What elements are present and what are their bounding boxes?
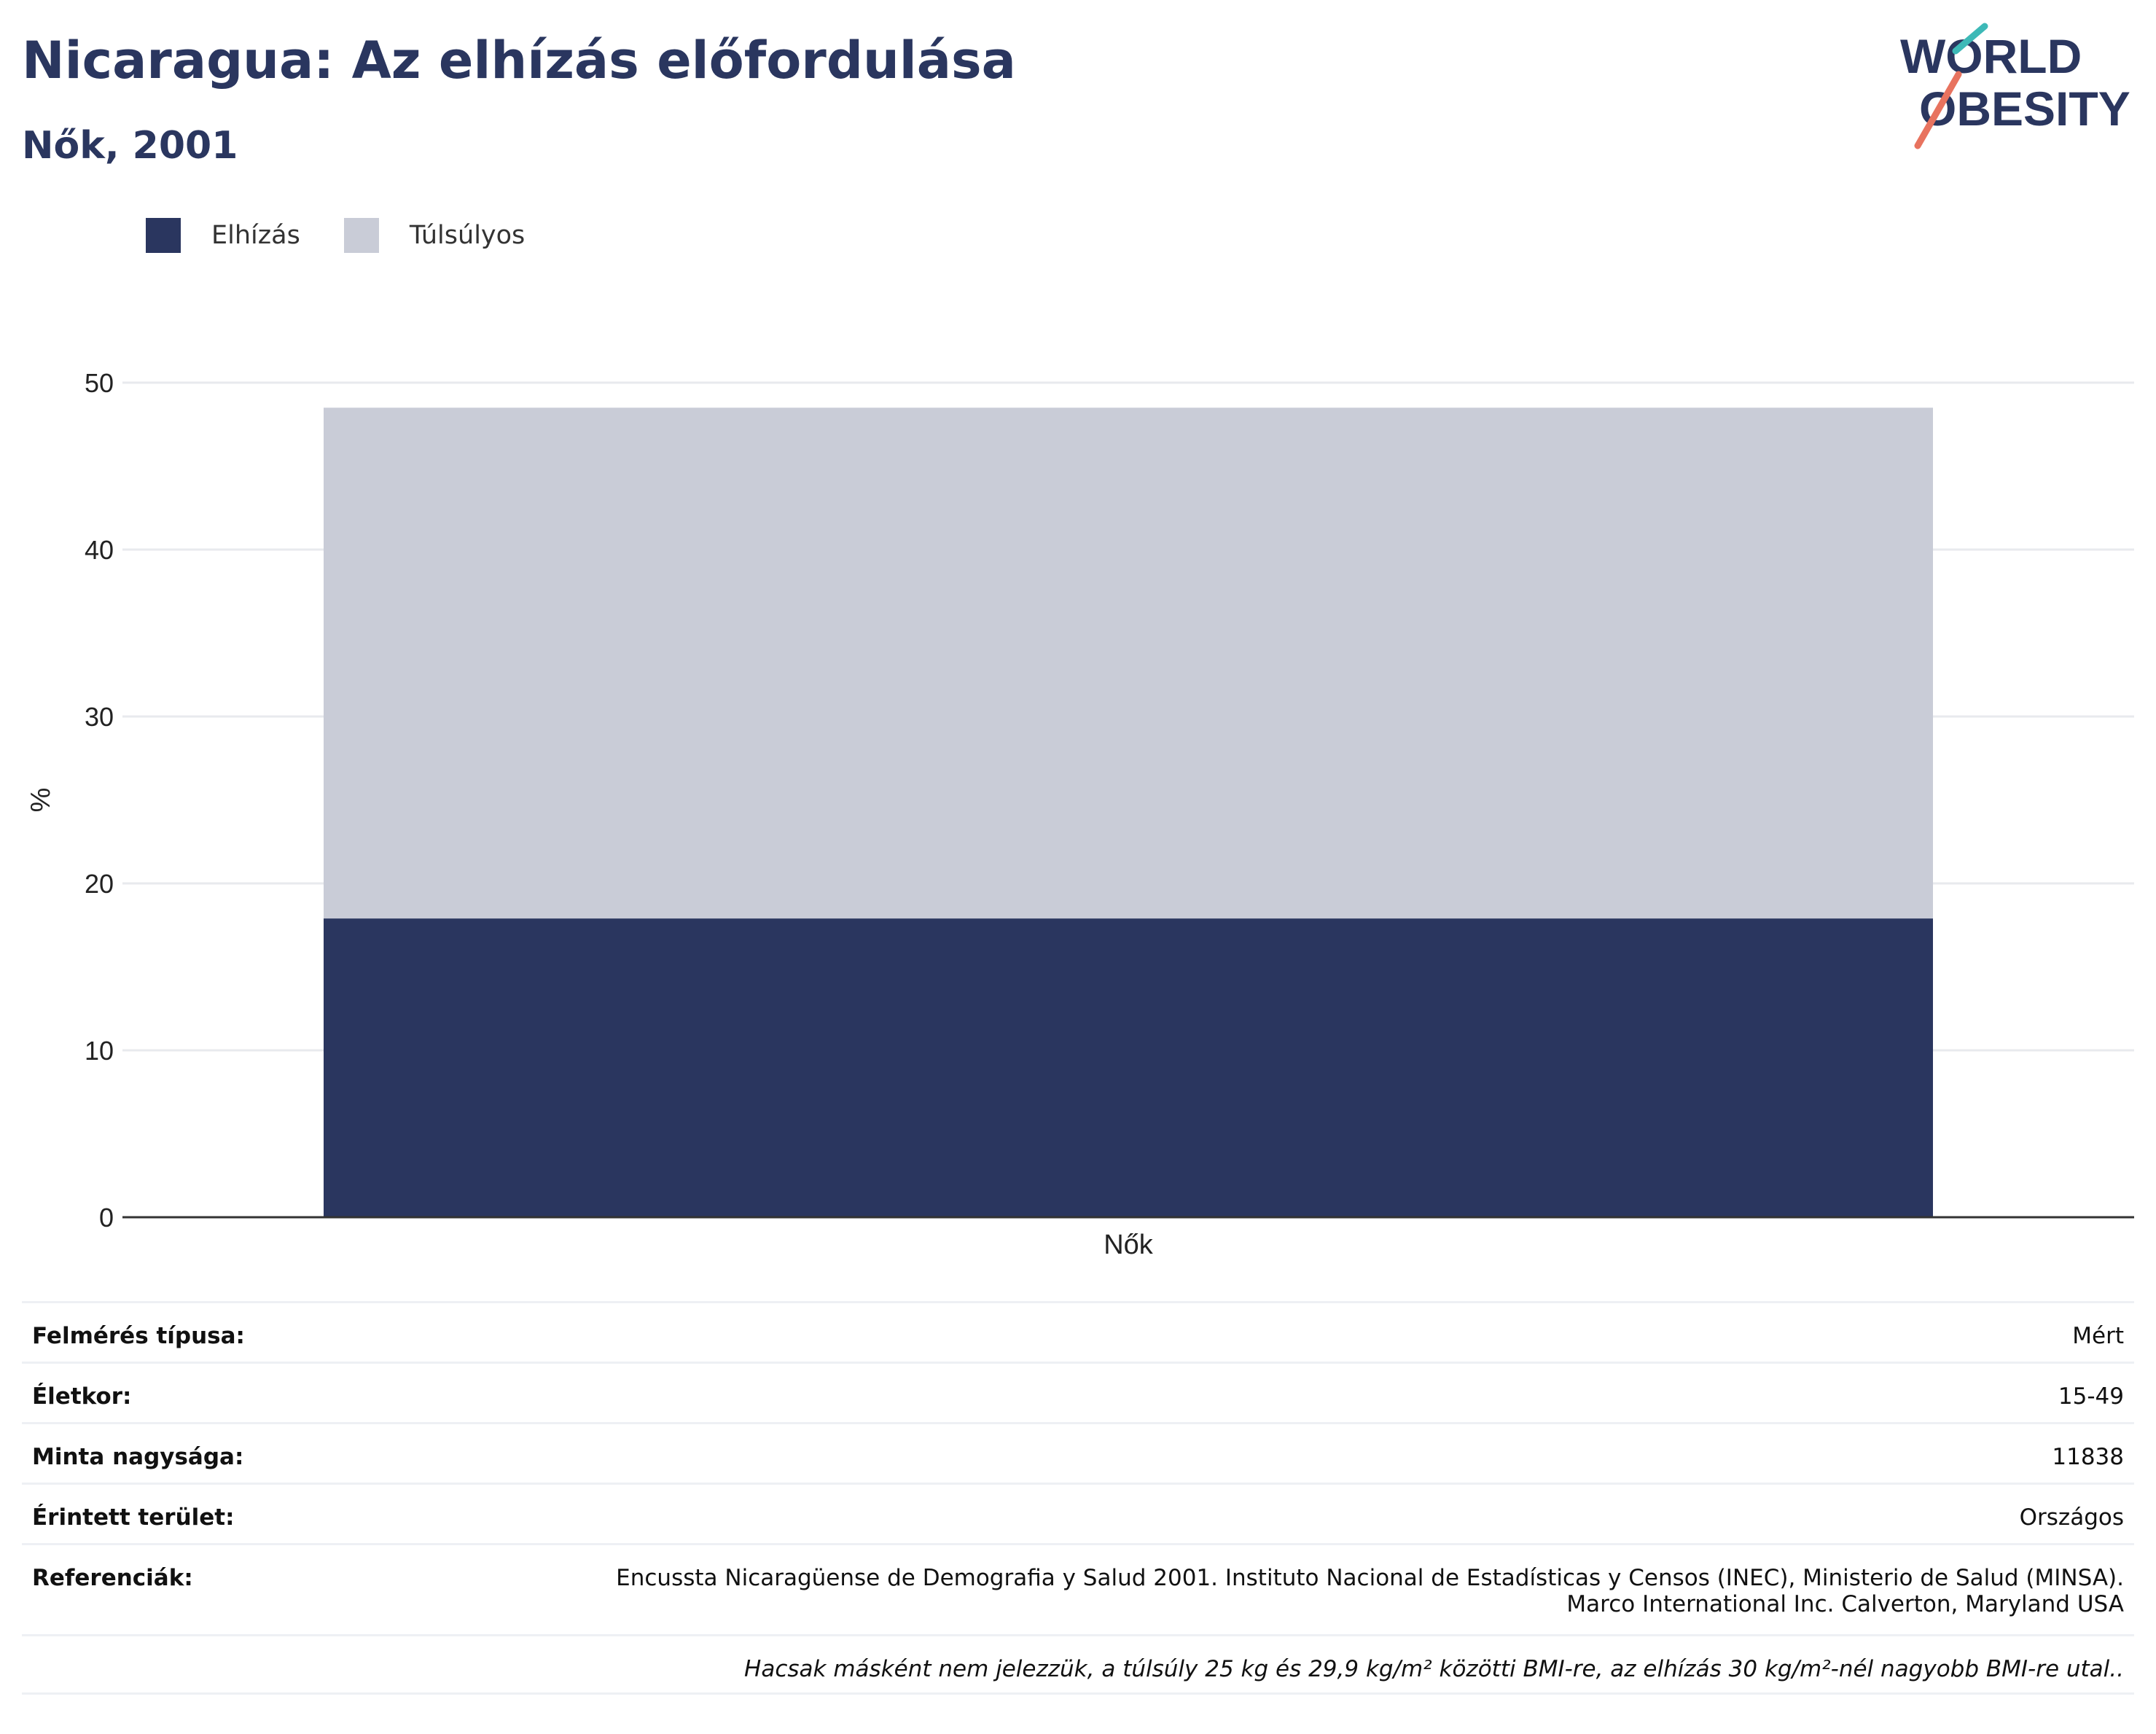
area-value: Országos: [2019, 1504, 2124, 1531]
y-tick-label: 0: [99, 1203, 114, 1233]
legend-swatch-overweight: [343, 218, 379, 253]
sample-label: Minta nagysága:: [32, 1444, 244, 1470]
bars: [324, 407, 1933, 1217]
references-line1: Encussta Nicaragüense de Demografia y Sa…: [616, 1565, 2124, 1591]
bar-segment-obesity: [324, 918, 1933, 1217]
y-tick-label: 20: [85, 869, 114, 899]
age-value: 15-49: [2058, 1383, 2124, 1410]
logo-line2: OBESITY: [1919, 82, 2130, 136]
y-tick-label: 10: [85, 1036, 114, 1066]
logo-coral-stroke: [1914, 71, 1962, 149]
x-tick-label: Nők: [1104, 1230, 1154, 1260]
y-tick-label: 40: [85, 535, 114, 565]
y-tick-label: 50: [85, 368, 114, 398]
chart-subtitle: Nők, 2001: [22, 124, 238, 168]
legend-swatch-obesity: [146, 218, 181, 253]
axes: 0 10 20 30 40 50% Nők: [26, 368, 2134, 1260]
chart-legend: Elhízás Túlsúlyos: [146, 217, 569, 254]
info-row-area: Érintett terület: Országos: [22, 1483, 2134, 1543]
bar-segment-overweight: [324, 407, 1933, 919]
info-row-age: Életkor: 15-49: [22, 1362, 2134, 1422]
survey-type-value: Mért: [2072, 1323, 2124, 1349]
age-label: Életkor:: [32, 1383, 132, 1410]
legend-item-obesity[interactable]: Elhízás: [146, 218, 300, 253]
legend-item-overweight[interactable]: Túlsúlyos: [343, 218, 526, 253]
legend-label-overweight: Túlsúlyos: [409, 221, 526, 250]
references-line2: Marco International Inc. Calverton, Mary…: [1566, 1591, 2124, 1617]
definition-note: Hacsak másként nem jelezzük, a túlsúly 2…: [744, 1656, 2124, 1682]
world-obesity-logo: WORLD OBESITY: [1900, 23, 2130, 149]
references-label: Referenciák:: [32, 1565, 193, 1591]
survey-info-table: Felmérés típusa: Mért Életkor: 15-49 Min…: [22, 1301, 2134, 1695]
chart-title: Nicaragua: Az elhízás előfordulása: [22, 31, 1016, 90]
logo-line1: WORLD: [1900, 29, 2082, 83]
y-axis-label: %: [26, 788, 56, 813]
sample-value: 11838: [2052, 1444, 2124, 1470]
info-row-survey-type: Felmérés típusa: Mért: [22, 1301, 2134, 1362]
stacked-bar-chart: 0 10 20 30 40 50% Nők: [26, 368, 2134, 1260]
info-row-sample: Minta nagysága: 11838: [22, 1422, 2134, 1483]
area-label: Érintett terület:: [32, 1504, 235, 1531]
survey-type-label: Felmérés típusa:: [32, 1323, 245, 1349]
references-value: Encussta Nicaragüense de Demografia y Sa…: [616, 1545, 2124, 1617]
y-tick-label: 30: [85, 702, 114, 732]
info-row-note: Hacsak másként nem jelezzük, a túlsúly 2…: [22, 1634, 2134, 1695]
legend-label-obesity: Elhízás: [211, 221, 300, 250]
logo-teal-stroke: [1952, 23, 1988, 55]
info-row-references: Referenciák: Encussta Nicaragüense de De…: [22, 1543, 2134, 1634]
